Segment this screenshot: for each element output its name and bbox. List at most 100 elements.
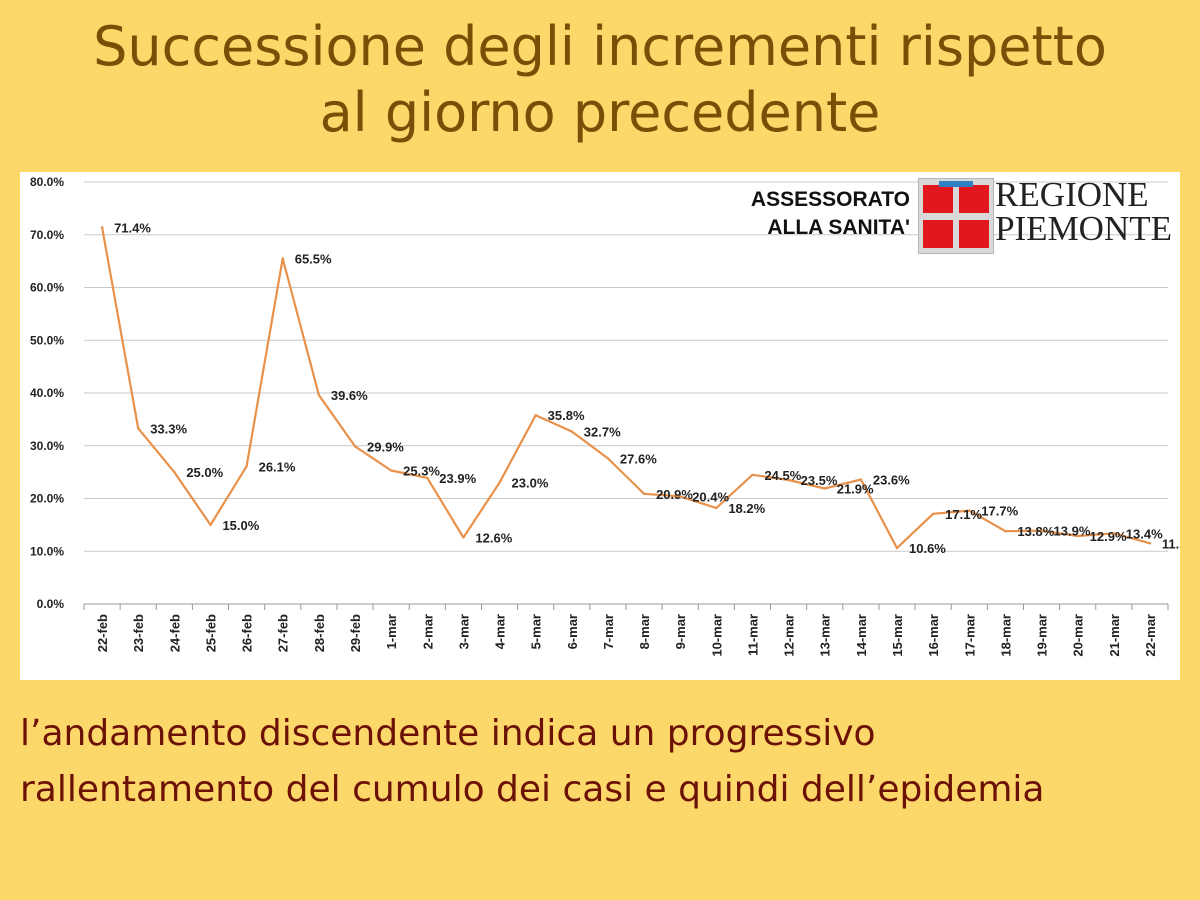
data-label: 23.6%	[873, 473, 910, 488]
data-point	[498, 481, 501, 484]
x-tick-label: 19-mar	[1035, 614, 1050, 657]
data-point	[787, 478, 790, 482]
data-point	[715, 506, 718, 510]
x-tick-label: 6-mar	[565, 614, 580, 649]
data-point	[679, 495, 682, 498]
x-tick-label: 24-feb	[167, 614, 182, 652]
data-label: 17.7%	[981, 504, 1018, 519]
data-label: 13.9%	[1054, 524, 1091, 539]
data-label: 15.0%	[222, 518, 259, 533]
data-point	[1076, 534, 1079, 538]
x-tick-label: 23-feb	[131, 614, 146, 652]
data-label: 65.5%	[295, 251, 332, 266]
series-line	[101, 227, 1151, 550]
region-name-line-1: REGIONE	[995, 175, 1149, 214]
data-point	[317, 393, 321, 397]
data-point	[751, 473, 754, 476]
data-label: 71.4%	[114, 220, 151, 235]
data-point	[895, 546, 899, 550]
x-tick-label: 25-feb	[203, 614, 218, 652]
region-shield-icon	[918, 178, 994, 254]
x-tick-label: 26-feb	[240, 614, 255, 652]
data-label: 23.9%	[439, 471, 476, 486]
data-point	[931, 512, 935, 515]
region-logo: ASSESSORATO ALLA SANITA' REGIONE PIEMONT…	[702, 175, 1172, 254]
data-point	[245, 465, 248, 468]
x-tick-label: 7-mar	[601, 614, 616, 649]
x-tick-label: 16-mar	[926, 614, 941, 657]
slide-caption: l’andamento discendente indica un progre…	[20, 706, 1190, 818]
x-tick-label: 20-mar	[1071, 614, 1086, 657]
y-tick-label: 70.0%	[30, 228, 64, 242]
data-label: 25.3%	[403, 464, 440, 479]
data-point	[100, 226, 104, 229]
region-name-line-2: PIEMONTE	[995, 209, 1172, 248]
data-point	[173, 470, 176, 474]
data-label: 10.6%	[909, 541, 946, 556]
data-point	[353, 445, 357, 448]
data-point	[1112, 532, 1116, 535]
data-label: 20.4%	[692, 489, 729, 504]
x-tick-label: 17-mar	[962, 614, 977, 657]
data-point	[281, 257, 284, 260]
y-tick-label: 40.0%	[30, 386, 64, 400]
data-label: 23.0%	[512, 476, 549, 491]
x-tick-label: 9-mar	[673, 614, 688, 649]
data-label: 33.3%	[150, 421, 187, 436]
assessorato-label: ASSESSORATO ALLA SANITA'	[751, 186, 910, 242]
data-point	[1148, 542, 1152, 545]
data-point	[137, 427, 140, 430]
data-point	[606, 457, 610, 460]
data-label: 20.9%	[656, 487, 693, 502]
slide-caption-line-1: l’andamento discendente indica un progre…	[20, 713, 876, 754]
data-label: 11.5%	[1162, 536, 1180, 551]
data-label: 13.4%	[1126, 526, 1163, 541]
y-tick-label: 60.0%	[30, 281, 64, 295]
x-tick-label: 3-mar	[456, 614, 471, 649]
y-tick-label: 50.0%	[30, 333, 64, 347]
data-point	[642, 492, 646, 495]
x-tick-label: 13-mar	[818, 614, 833, 657]
x-tick-label: 27-feb	[276, 614, 291, 652]
assessorato-line-2: ALLA SANITA'	[767, 216, 910, 239]
y-tick-label: 80.0%	[30, 175, 64, 189]
slide-title-line-2: al giorno precedente	[319, 81, 881, 144]
data-point	[209, 523, 212, 527]
y-tick-label: 30.0%	[30, 439, 64, 453]
x-tick-label: 22-mar	[1143, 614, 1158, 657]
y-tick-label: 20.0%	[30, 492, 64, 506]
y-tick-label: 10.0%	[30, 544, 64, 558]
data-label: 18.2%	[728, 501, 765, 516]
x-tick-label: 4-mar	[493, 614, 508, 649]
data-label: 35.8%	[548, 408, 585, 423]
x-tick-label: 5-mar	[529, 614, 544, 649]
slide-caption-line-2: rallentamento del cumulo dei casi e quin…	[20, 769, 1045, 810]
data-point	[426, 476, 429, 480]
data-label: 39.6%	[331, 388, 368, 403]
x-tick-label: 21-mar	[1107, 614, 1122, 657]
x-tick-label: 22-feb	[95, 614, 110, 652]
data-point	[968, 509, 971, 512]
data-point	[389, 469, 393, 472]
data-point	[534, 413, 537, 417]
x-tick-label: 1-mar	[384, 614, 399, 649]
slide-title: Successione degli incrementi rispetto al…	[0, 14, 1200, 146]
x-tick-label: 28-feb	[312, 614, 327, 652]
y-tick-label: 0.0%	[37, 597, 65, 611]
x-tick-label: 2-mar	[420, 614, 435, 649]
data-point	[859, 478, 863, 481]
x-tick-label: 12-mar	[782, 614, 797, 657]
data-label: 24.5%	[764, 468, 801, 483]
assessorato-line-1: ASSESSORATO	[750, 188, 910, 211]
data-label: 13.8%	[1017, 524, 1054, 539]
data-label: 26.1%	[259, 459, 296, 474]
x-tick-label: 11-mar	[745, 614, 760, 656]
data-point	[462, 536, 465, 539]
x-tick-label: 8-mar	[637, 614, 652, 649]
data-label: 29.9%	[367, 439, 404, 454]
data-point	[570, 430, 573, 433]
data-label: 12.6%	[475, 531, 512, 546]
data-point	[1004, 530, 1007, 533]
data-label: 12.9%	[1090, 529, 1127, 544]
data-label: 17.1%	[945, 507, 982, 522]
